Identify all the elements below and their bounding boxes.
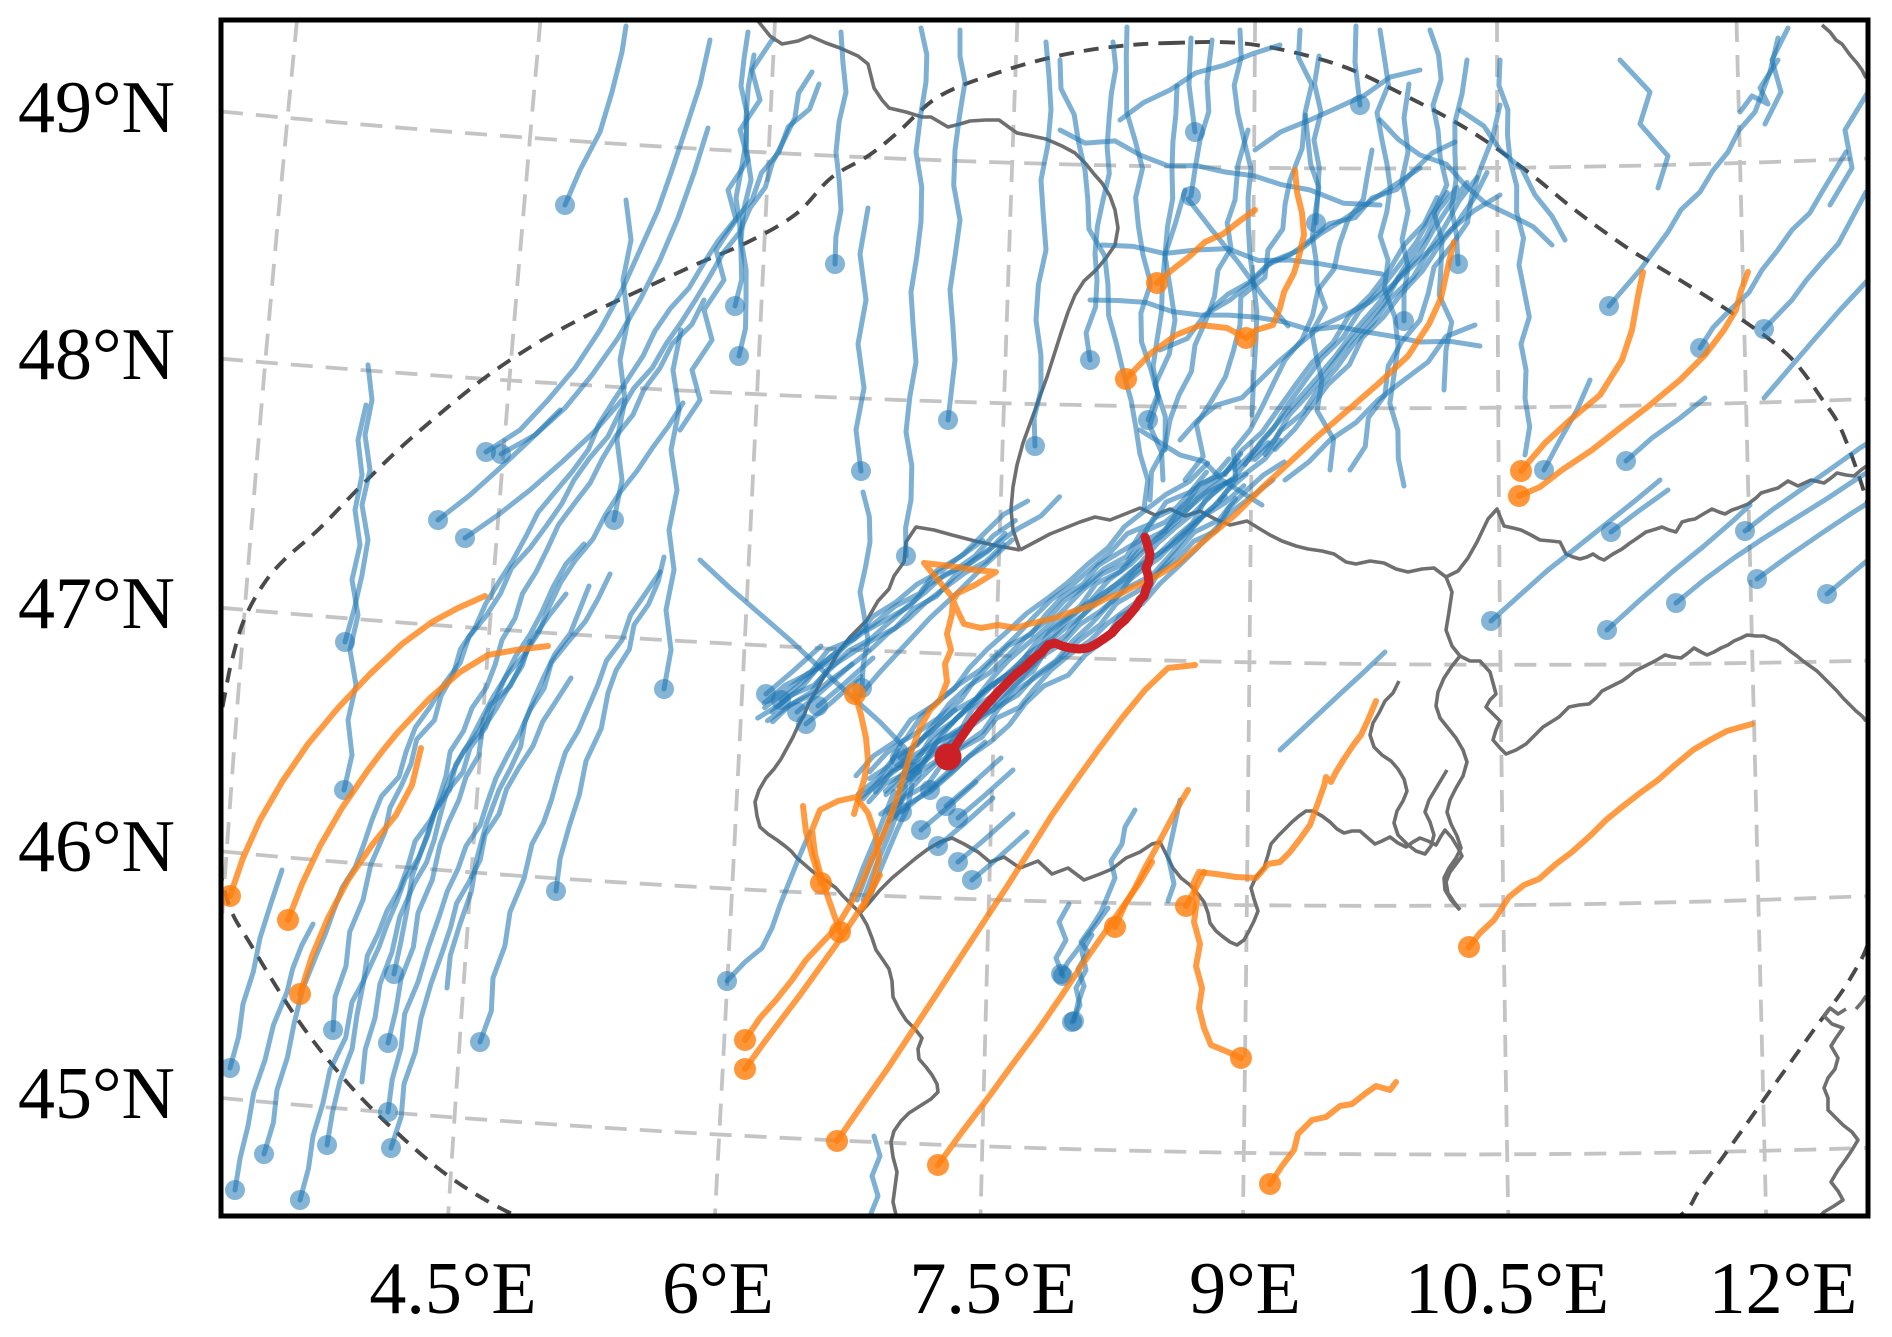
svg-text:45°N: 45°N bbox=[18, 1053, 175, 1135]
svg-text:10.5°E: 10.5°E bbox=[1405, 1248, 1609, 1330]
svg-text:12°E: 12°E bbox=[1709, 1248, 1858, 1330]
svg-text:47°N: 47°N bbox=[18, 563, 175, 645]
svg-text:48°N: 48°N bbox=[18, 314, 175, 396]
svg-text:4.5°E: 4.5°E bbox=[369, 1248, 536, 1330]
svg-text:6°E: 6°E bbox=[662, 1248, 774, 1330]
svg-text:46°N: 46°N bbox=[18, 806, 175, 888]
svg-text:9°E: 9°E bbox=[1189, 1248, 1301, 1330]
svg-text:49°N: 49°N bbox=[18, 67, 175, 149]
svg-text:7.5°E: 7.5°E bbox=[909, 1248, 1076, 1330]
